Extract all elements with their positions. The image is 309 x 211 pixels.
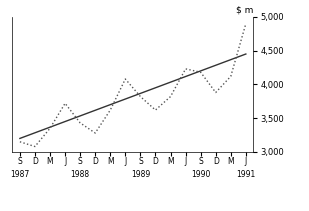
Text: 1990: 1990 (191, 170, 210, 179)
Text: 1989: 1989 (131, 170, 150, 179)
Text: 1991: 1991 (236, 170, 256, 179)
Text: 1987: 1987 (10, 170, 30, 179)
Text: 1988: 1988 (70, 170, 90, 179)
Text: $ m: $ m (236, 5, 253, 14)
